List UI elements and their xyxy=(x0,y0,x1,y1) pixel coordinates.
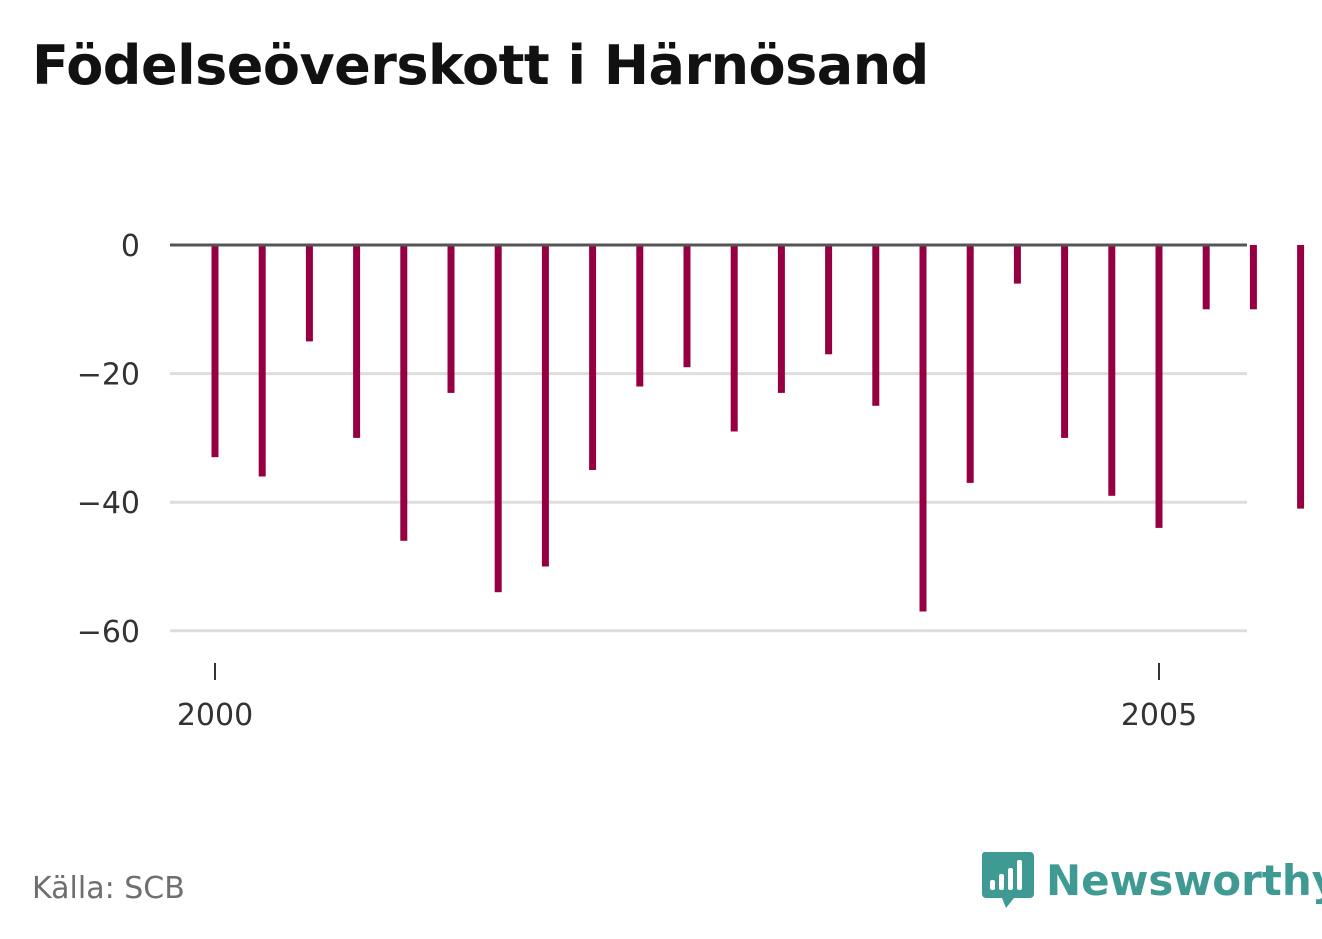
bar xyxy=(589,245,597,470)
bar xyxy=(1061,245,1069,438)
bar xyxy=(258,245,266,477)
x-tick-label: 2005 xyxy=(1121,698,1197,733)
bar xyxy=(730,245,738,432)
bar xyxy=(966,245,974,483)
bar xyxy=(1202,245,1210,310)
brand-name: Newsworthy xyxy=(1046,855,1322,905)
bar xyxy=(1155,245,1163,528)
bar xyxy=(777,245,785,393)
bar xyxy=(1249,245,1257,310)
bar xyxy=(825,245,833,355)
bar xyxy=(636,245,644,387)
x-axis: 200020052010201520202025 xyxy=(177,663,1197,733)
y-tick-label: −60 xyxy=(77,615,140,650)
source-note: Källa: SCB xyxy=(32,871,185,906)
bar xyxy=(683,245,691,368)
bar xyxy=(1108,245,1116,496)
y-axis-labels: 0 −20 −40 −60 xyxy=(77,229,140,650)
bar xyxy=(400,245,408,541)
bar xyxy=(211,245,219,458)
grid-lines xyxy=(170,372,1247,633)
bar xyxy=(494,245,502,593)
newsworthy-logo[interactable]: Newsworthy xyxy=(980,850,1322,910)
bar xyxy=(541,245,549,567)
bar xyxy=(353,245,361,438)
y-tick-label: −20 xyxy=(77,358,140,393)
y-tick-label: −40 xyxy=(77,486,140,521)
bars xyxy=(211,245,1305,612)
newsworthy-logo-icon xyxy=(981,852,1034,908)
x-tick-label: 2000 xyxy=(177,698,253,733)
bar xyxy=(447,245,455,393)
chart-title: Födelseöverskott i Härnösand xyxy=(32,34,929,97)
bar xyxy=(919,245,927,612)
bar xyxy=(1297,245,1305,509)
bar-chart: 0−20−40−60 200020052010201520202025 xyxy=(77,229,1305,733)
y-tick-label: 0 xyxy=(121,229,140,264)
bar xyxy=(305,245,313,342)
bar xyxy=(872,245,880,406)
bar xyxy=(1013,245,1021,284)
